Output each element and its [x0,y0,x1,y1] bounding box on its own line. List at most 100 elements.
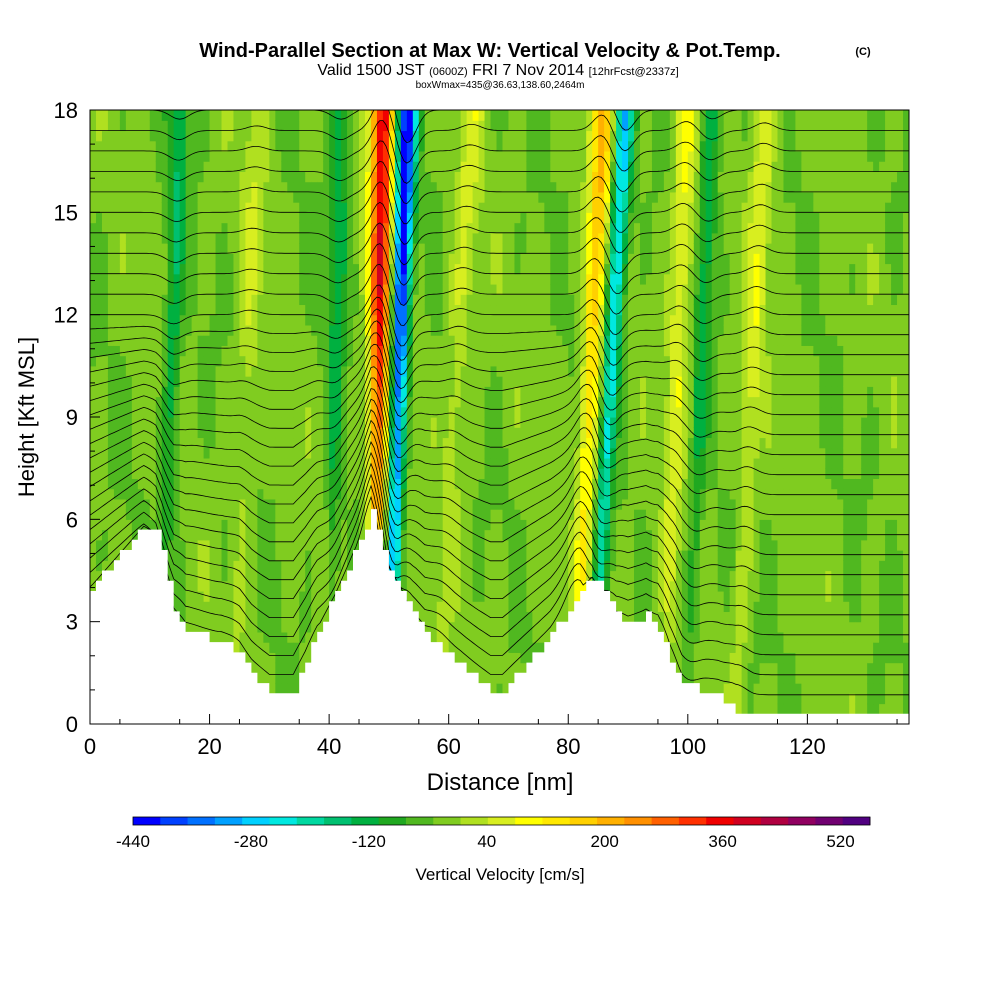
velocity-cell [454,253,462,265]
velocity-cell [562,324,569,336]
velocity-cell [436,243,444,254]
velocity-cell [580,243,587,254]
velocity-cell [197,468,205,479]
velocity-cell [442,478,450,490]
velocity-cell [580,273,587,285]
velocity-cell [353,396,360,408]
velocity-cell [203,396,211,408]
velocity-cell [179,457,187,469]
velocity-cell [245,642,253,653]
velocity-cell [305,478,312,490]
velocity-cell [203,294,211,306]
velocity-cell [520,273,527,285]
velocity-cell [233,611,241,623]
velocity-cell [490,539,498,551]
velocity-cell [490,590,498,602]
velocity-cell [323,283,330,295]
velocity-cell [173,130,181,142]
velocity-cell [293,150,300,162]
velocity-cell [251,243,258,254]
velocity-cell [125,130,133,142]
velocity-cell [281,478,288,490]
velocity-cell [323,539,330,551]
velocity-cell [496,550,504,561]
velocity-cell [478,222,486,234]
velocity-cell [406,498,414,510]
velocity-cell [341,457,348,469]
velocity-cell [418,283,426,295]
velocity-cell [341,560,348,572]
velocity-cell [490,150,498,162]
velocity-cell [119,222,127,234]
velocity-cell [317,560,324,572]
velocity-cell [323,150,330,162]
velocity-cell [101,150,109,162]
velocity-cell [430,437,438,449]
velocity-cell [311,263,318,275]
velocity-cell [347,335,354,346]
velocity-cell [281,140,288,152]
velocity-cell [251,376,258,387]
velocity-cell [460,396,468,408]
velocity-cell [245,212,253,224]
velocity-cell [568,140,575,152]
velocity-cell [514,150,522,162]
velocity-cell [394,457,402,469]
velocity-cell [580,202,587,213]
velocity-cell [400,181,408,193]
velocity-cell [287,529,294,541]
velocity-cell [125,417,133,428]
velocity-cell [137,498,145,510]
velocity-cell [544,243,551,254]
velocity-cell [107,273,115,285]
velocity-cell [538,601,545,613]
velocity-cell [550,529,557,541]
velocity-cell [490,396,498,408]
velocity-cell [329,376,336,387]
velocity-cell [376,365,384,377]
velocity-cell [568,273,575,285]
velocity-cell [400,140,408,152]
velocity-cell [137,202,145,213]
velocity-cell [329,263,336,275]
velocity-cell [394,529,402,541]
valid-time-line: Valid 1500 JST (0600Z) FRI 7 Nov 2014 [1… [317,62,678,79]
velocity-cell [484,150,492,162]
velocity-cell [532,376,539,387]
velocity-cell [556,181,563,193]
velocity-cell [574,570,581,582]
velocity-cell [341,498,348,510]
velocity-cell [149,355,157,367]
velocity-cell [520,191,527,203]
velocity-cell [191,437,199,449]
velocity-cell [203,273,211,285]
velocity-cell [209,140,217,152]
velocity-cell [293,631,300,643]
velocity-cell [460,447,468,459]
velocity-cell [460,457,468,469]
velocity-cell [305,560,312,572]
velocity-cell [347,386,354,398]
velocity-cell [406,376,414,387]
velocity-cell [143,181,151,193]
velocity-cell [239,181,247,193]
velocity-cell [275,396,282,408]
velocity-cell [257,273,264,285]
velocity-cell [508,232,516,244]
velocity-cell [263,662,270,674]
velocity-cell [323,222,330,234]
velocity-cell [293,621,300,633]
velocity-cell [466,212,474,224]
velocity-cell [245,519,253,531]
velocity-cell [209,539,217,551]
velocity-cell [502,621,510,633]
velocity-cell [185,509,193,520]
velocity-cell [508,161,516,172]
velocity-cell [466,294,474,306]
velocity-cell [245,161,253,172]
velocity-cell [185,406,193,418]
velocity-cell [101,468,109,479]
velocity-cell [251,304,258,316]
velocity-cell [532,314,539,326]
velocity-cell [394,376,402,387]
